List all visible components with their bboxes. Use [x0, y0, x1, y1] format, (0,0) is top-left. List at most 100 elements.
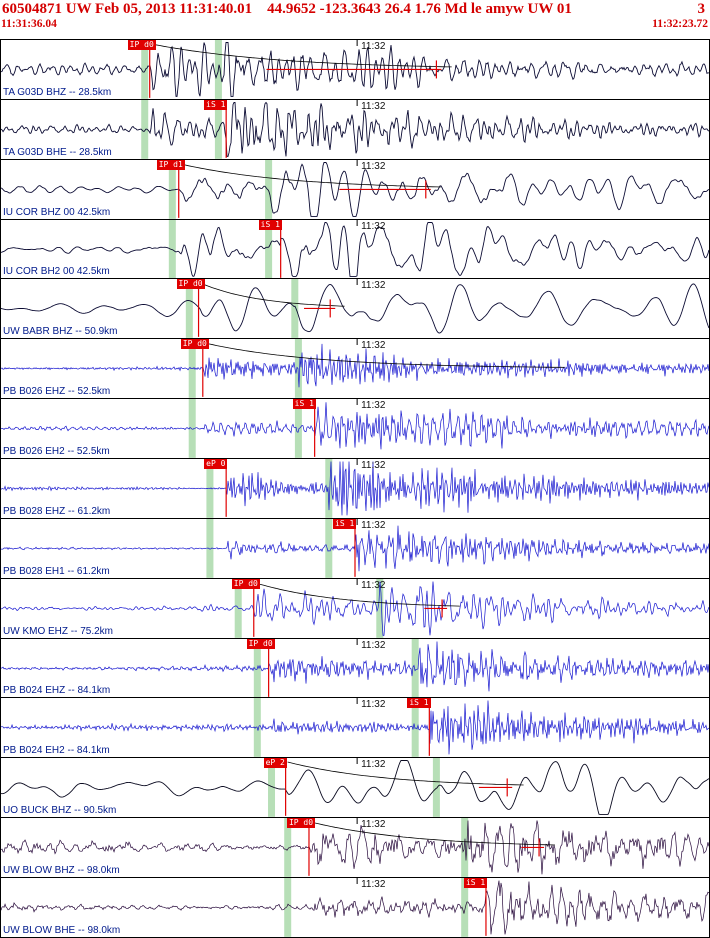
trace-row-1[interactable]: IP d0 11:32 TA G03D BHZ -- 28.5km: [1, 40, 709, 100]
trace-row-6[interactable]: IP d0 11:32 PB B026 EHZ -- 52.5km: [1, 339, 709, 400]
minute-label: 11:32: [361, 759, 386, 771]
waveform-canvas[interactable]: [1, 99, 709, 159]
trace-row-3[interactable]: IP d1 11:32 IU COR BHZ 00 42.5km: [1, 159, 709, 220]
waveform-canvas[interactable]: [1, 399, 709, 459]
event-flag-count: 3: [697, 1, 706, 17]
event-header-line1: 60504871 UW Feb 05, 2013 11:31:40.01 44.…: [0, 0, 710, 18]
waveform-canvas[interactable]: [1, 878, 709, 937]
waveform-path: [1, 42, 709, 97]
waveform-canvas[interactable]: [1, 159, 709, 219]
waveform-canvas[interactable]: [1, 518, 709, 578]
trace-row-4[interactable]: iS 1 11:32 IU COR BH2 00 42.5km: [1, 219, 709, 280]
predicted-p-marker: [141, 99, 149, 159]
predicted-s-marker: [461, 878, 469, 937]
phase-pick-flag[interactable]: IP d0: [127, 40, 156, 50]
predicted-p-marker: [268, 758, 276, 818]
station-label: PB B026 EHZ -- 52.5km: [3, 386, 111, 398]
trace-row-13[interactable]: eP 2 11:32 UO BUCK BHZ -- 90.5km: [1, 758, 709, 819]
waveform-canvas[interactable]: [1, 339, 709, 399]
phase-pick-flag[interactable]: iS 1: [258, 219, 282, 230]
station-label: IU COR BH2 00 42.5km: [3, 266, 110, 278]
predicted-s-marker: [376, 578, 384, 638]
waveform-path: [1, 880, 709, 935]
station-label: UW BLOW BHE -- 98.0km: [3, 924, 121, 936]
coda-decay-curve: [255, 582, 460, 607]
phase-pick-flag[interactable]: iS 1: [204, 99, 228, 110]
waveform-canvas[interactable]: [1, 638, 709, 698]
phase-pick-flag[interactable]: IP d0: [176, 279, 205, 290]
minute-label: 11:32: [361, 220, 386, 232]
waveform-canvas[interactable]: [1, 279, 709, 339]
phase-pick-flag[interactable]: iS 1: [333, 518, 357, 529]
coda-decay-curve: [310, 821, 555, 846]
trace-row-9[interactable]: iS 1 11:32 PB B028 EH1 -- 61.2km: [1, 518, 709, 579]
waveform-path: [1, 283, 709, 334]
predicted-s-marker: [265, 219, 273, 279]
waveform-canvas[interactable]: [1, 459, 709, 518]
station-label: UW BLOW BHZ -- 98.0km: [3, 865, 120, 877]
phase-pick-flag[interactable]: IP d0: [286, 818, 316, 829]
predicted-p-marker: [185, 279, 193, 339]
station-label: UW BABR BHZ -- 50.9km: [3, 326, 118, 338]
waveform-canvas[interactable]: [1, 219, 709, 279]
coda-decay-curve: [204, 342, 565, 369]
window-start-time: 11:31:36.04: [1, 18, 57, 30]
trace-row-10[interactable]: IP d0 11:32 UW KMO EHZ -- 75.2km: [1, 578, 709, 639]
coda-decay-curve: [287, 761, 524, 786]
predicted-s-marker: [265, 159, 273, 219]
station-label: PB B028 EH1 -- 61.2km: [3, 565, 110, 577]
phase-pick-flag[interactable]: eP 0: [204, 459, 228, 470]
station-label: IU COR BHZ 00 42.5km: [3, 206, 111, 218]
waveform-path: [1, 344, 709, 388]
waveform-canvas[interactable]: [1, 758, 709, 818]
phase-pick-flag[interactable]: iS 1: [407, 698, 431, 709]
event-summary: 60504871 UW Feb 05, 2013 11:31:40.01 44.…: [2, 1, 572, 17]
phase-pick-flag[interactable]: eP 2: [263, 758, 287, 769]
waveform-canvas[interactable]: [1, 40, 709, 99]
station-label: TA G03D BHZ -- 28.5km: [3, 86, 112, 98]
trace-row-11[interactable]: IP d0 11:32 PB B024 EHZ -- 84.1km: [1, 638, 709, 699]
phase-pick-flag[interactable]: IP d0: [180, 339, 209, 350]
predicted-p-marker: [284, 818, 292, 878]
minute-label: 11:32: [361, 579, 386, 591]
coda-decay-curve: [180, 163, 441, 188]
trace-list: IP d0 11:32 TA G03D BHZ -- 28.5km iS 1 11:32…: [0, 40, 710, 938]
phase-pick-flag[interactable]: IP d0: [231, 578, 260, 589]
predicted-s-marker: [432, 758, 440, 818]
predicted-p-marker: [284, 878, 292, 937]
minute-label: 11:32: [361, 400, 386, 412]
predicted-s-marker: [291, 279, 299, 339]
waveform-canvas[interactable]: [1, 578, 709, 638]
trace-row-15[interactable]: iS 1 11:32 UW BLOW BHE -- 98.0km: [1, 878, 709, 938]
trace-row-12[interactable]: iS 1 11:32 PB B024 EH2 -- 84.1km: [1, 698, 709, 759]
waveform-path: [1, 641, 709, 692]
phase-pick-flag[interactable]: iS 1: [292, 399, 316, 410]
trace-row-8[interactable]: eP 0 11:32 PB B028 EHZ -- 61.2km: [1, 459, 709, 519]
trace-row-2[interactable]: iS 1 11:32 TA G03D BHE -- 28.5km: [1, 99, 709, 160]
event-header-line2: 11:31:36.04 11:32:23.72: [0, 18, 710, 30]
predicted-p-marker: [141, 40, 149, 99]
waveform-canvas[interactable]: [1, 818, 709, 878]
waveform-path: [1, 700, 709, 755]
coda-decay-curve: [200, 283, 345, 308]
waveform-canvas[interactable]: [1, 698, 709, 758]
trace-row-14[interactable]: IP d0 11:32 UW BLOW BHZ -- 98.0km: [1, 818, 709, 879]
phase-pick-flag[interactable]: iS 1: [463, 878, 488, 889]
coda-decay-curve: [151, 43, 452, 68]
phase-pick-flag[interactable]: IP d1: [156, 159, 185, 170]
predicted-s-marker: [411, 698, 419, 758]
minute-label: 11:32: [361, 160, 386, 172]
trace-row-5[interactable]: IP d0 11:32 UW BABR BHZ -- 50.9km: [1, 279, 709, 340]
predicted-s-marker: [294, 399, 302, 459]
waveform-path: [1, 820, 709, 875]
event-header: 60504871 UW Feb 05, 2013 11:31:40.01 44.…: [0, 0, 710, 40]
minute-label: 11:32: [361, 519, 386, 531]
phase-pick-flag[interactable]: IP d0: [246, 638, 275, 649]
predicted-p-marker: [206, 518, 214, 578]
waveform-path: [1, 760, 709, 816]
trace-row-7[interactable]: iS 1 11:32 PB B026 EH2 -- 52.5km: [1, 399, 709, 460]
minute-label: 11:32: [361, 280, 386, 292]
waveform-path: [1, 402, 709, 450]
window-end-time: 11:32:23.72: [652, 18, 708, 30]
